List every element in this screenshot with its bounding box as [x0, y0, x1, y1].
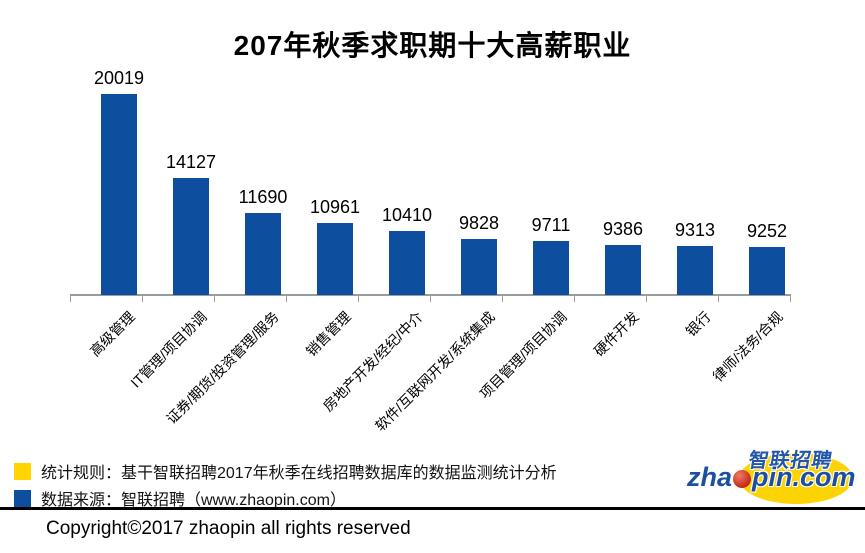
bar-value-label: 9386: [602, 219, 644, 239]
bar: [605, 245, 641, 295]
axis-tick: [718, 295, 719, 302]
bar-value-label: 9828: [458, 213, 500, 233]
bar: [461, 239, 497, 295]
logo-domain-prefix: zha: [687, 462, 733, 492]
footnote-data-source: 数据来源：智联招聘（www.zhaopin.com）: [14, 486, 346, 510]
axis-tick: [214, 295, 215, 302]
bar: [101, 94, 137, 295]
axis-tick: [646, 295, 647, 302]
axis-tick: [790, 295, 791, 302]
footer-divider: [0, 507, 865, 510]
bar-value-label: 10961: [309, 197, 361, 217]
footnote-statistics-rule: 统计规则：基干智联招聘2017年秋季在线招聘数据库的数据监测统计分析: [14, 459, 557, 483]
bar-chart: 20019 高级管理 14127 IT管理/项目协调 11690 证券/期货/投资管理/服…: [70, 68, 791, 434]
bar: [245, 213, 281, 295]
footnote-text: 数据来源：智联招聘（www.zhaopin.com）: [41, 492, 346, 509]
bar-value-label: 10410: [381, 205, 433, 225]
axis-tick: [70, 295, 71, 302]
bar: [389, 231, 425, 295]
bar-value-label: 9711: [531, 215, 571, 235]
axis-tick: [574, 295, 575, 302]
bar-value-label: 9313: [674, 220, 716, 240]
bar-value-label: 14127: [165, 152, 217, 172]
axis-tick: [430, 295, 431, 302]
logo-red-dot-icon: [733, 470, 752, 488]
bar-value-label: 11690: [238, 187, 288, 207]
blue-square-marker: [14, 489, 31, 507]
axis-tick: [142, 295, 143, 302]
axis-tick: [502, 295, 503, 302]
axis-tick: [358, 295, 359, 302]
footnote-text: 统计规则：基干智联招聘2017年秋季在线招聘数据库的数据监测统计分析: [41, 465, 557, 482]
bar-value-label: 9252: [746, 221, 788, 241]
bar: [533, 241, 569, 295]
logo-ellipse-background: [739, 453, 853, 504]
logo-domain-text: zha pin.com: [687, 462, 856, 493]
bar-value-label: 20019: [93, 68, 145, 88]
chart-title: 207年秋季求职期十大高薪职业: [233, 30, 632, 61]
bar: [317, 223, 353, 295]
bar: [677, 246, 713, 295]
bar: [173, 178, 209, 295]
copyright-text: Copyright©2017 zhaopin all rights reserv…: [46, 518, 411, 539]
bar: [749, 247, 785, 295]
axis-tick: [286, 295, 287, 302]
logo-domain-suffix: pin.com: [752, 462, 856, 492]
yellow-square-marker: [14, 462, 31, 480]
